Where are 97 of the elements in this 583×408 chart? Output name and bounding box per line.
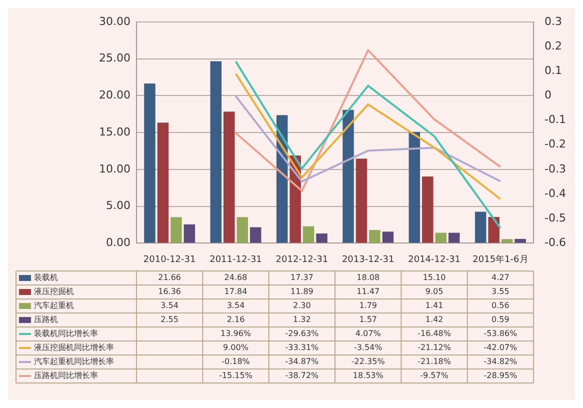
bar <box>488 217 500 243</box>
bar <box>514 238 526 243</box>
data-label: -33.31% <box>285 343 320 352</box>
data-label: -34.87% <box>285 357 320 366</box>
bar <box>369 230 380 243</box>
data-label: -38.72% <box>285 371 320 380</box>
bar <box>250 227 262 243</box>
legend-label: 装载机同比增长率 <box>34 329 98 338</box>
data-label: -21.18% <box>418 357 452 366</box>
data-label: -34.82% <box>484 357 518 366</box>
legend-label: 压路机 <box>34 315 58 324</box>
y-tick-label: 0.00 <box>106 236 130 250</box>
y2-tick-label: 0.1 <box>544 64 562 78</box>
data-label: 3.55 <box>492 287 510 296</box>
data-label: 0.56 <box>492 301 510 310</box>
bar <box>408 132 420 243</box>
data-label: -29.63% <box>285 329 320 338</box>
data-label: -16.48% <box>418 329 452 338</box>
data-label: 24.68 <box>224 273 248 282</box>
data-label: 9.05 <box>425 287 444 296</box>
data-label: -0.18% <box>222 357 250 366</box>
data-label: 1.57 <box>359 315 378 324</box>
x-tick-label: 2014-12-31 <box>408 254 460 265</box>
data-label: 3.54 <box>160 301 178 310</box>
y2-tick-label: -0.2 <box>544 138 566 151</box>
data-label: 3.54 <box>226 301 245 310</box>
data-label: 17.84 <box>224 287 248 296</box>
bar <box>316 233 328 243</box>
data-label: 2.16 <box>226 315 245 324</box>
y2-tick-label: -0.1 <box>544 113 566 126</box>
bar <box>342 110 354 243</box>
data-label: 1.79 <box>359 301 378 310</box>
bar <box>144 83 156 243</box>
data-label: -22.35% <box>351 357 386 366</box>
data-label: -21.12% <box>418 343 452 352</box>
bar <box>501 239 513 243</box>
legend-label: 液压挖掘机同比增长率 <box>34 343 114 352</box>
bar <box>474 212 486 243</box>
legend-label: 装载机 <box>34 273 58 282</box>
y2-tick-label: -0.6 <box>544 236 566 250</box>
data-label: -3.54% <box>354 343 383 352</box>
y2-tick-label: -0.4 <box>544 186 566 200</box>
y-tick-label: 25.00 <box>98 52 130 65</box>
data-label: 0.59 <box>492 315 510 324</box>
y-tick-label: 20.00 <box>98 88 130 102</box>
x-tick-label: 2015年1-6月 <box>472 254 528 265</box>
data-label: 16.36 <box>158 287 182 296</box>
data-label: 1.42 <box>425 315 444 324</box>
legend-label: 压路机同比增长率 <box>34 371 98 380</box>
data-label: 4.27 <box>492 273 510 282</box>
data-label: 18.08 <box>356 273 380 282</box>
legend-label: 汽车起重机同比增长率 <box>34 357 114 366</box>
data-label: 1.32 <box>293 315 311 324</box>
y2-tick-label: -0.3 <box>544 162 566 176</box>
x-tick-label: 2013-12-31 <box>342 254 394 265</box>
y2-tick-label: 0.2 <box>544 39 562 52</box>
data-label: 21.66 <box>158 273 182 282</box>
legend-label: 液压挖掘机 <box>34 287 74 296</box>
data-label: -28.95% <box>484 371 518 380</box>
data-label: 2.30 <box>293 301 311 310</box>
bar <box>382 232 394 243</box>
bar <box>448 232 460 243</box>
bar <box>422 176 434 243</box>
data-label: -42.07% <box>484 343 518 352</box>
y2-tick-label: -0.5 <box>544 211 566 224</box>
data-label: 13.96% <box>220 329 252 338</box>
bar <box>224 112 235 243</box>
y2-tick-label: 0.3 <box>544 14 562 28</box>
bar <box>236 217 248 243</box>
y2-tick-label: 0 <box>544 88 552 102</box>
data-label: 17.37 <box>290 273 314 282</box>
data-label: -15.15% <box>219 371 253 380</box>
bar <box>302 226 314 243</box>
bar <box>356 158 368 243</box>
data-label: -53.86% <box>484 329 518 338</box>
y-tick-label: 5.00 <box>106 199 130 212</box>
bar <box>157 122 169 243</box>
y-tick-label: 15.00 <box>98 125 130 138</box>
x-tick-label: 2010-12-31 <box>143 254 196 265</box>
bar <box>435 232 447 243</box>
data-label: 18.53% <box>352 371 384 380</box>
bar <box>184 224 196 243</box>
data-label: 1.41 <box>425 301 444 310</box>
bar <box>170 217 182 243</box>
data-label: 9.00% <box>223 343 249 352</box>
data-label: 2.55 <box>160 315 178 324</box>
data-label: 4.07% <box>355 329 382 338</box>
y-tick-label: 30.00 <box>98 14 130 28</box>
data-label: 15.10 <box>422 273 446 282</box>
x-tick-label: 2011-12-31 <box>210 254 262 265</box>
bar <box>210 61 222 243</box>
data-label: 11.47 <box>356 287 380 296</box>
y-tick-label: 10.00 <box>98 162 130 176</box>
data-label: -9.57% <box>420 371 449 380</box>
data-label: 11.89 <box>290 287 314 296</box>
x-tick-label: 2012-12-31 <box>276 254 328 265</box>
legend-label: 汽车起重机 <box>34 301 74 310</box>
